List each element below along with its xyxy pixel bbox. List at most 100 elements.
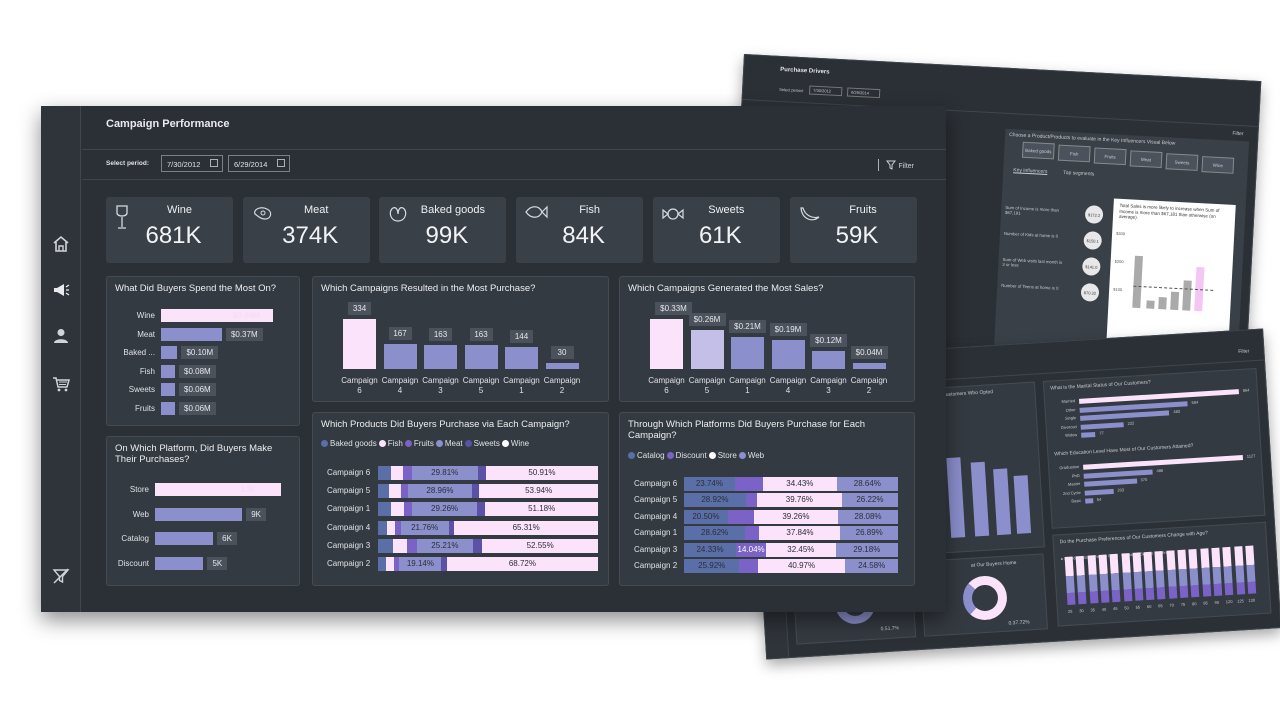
stacked-segment[interactable]	[745, 493, 757, 508]
bar[interactable]	[771, 340, 805, 369]
stacked-segment[interactable]: 39.26%	[753, 509, 838, 524]
stacked-segment[interactable]	[378, 484, 390, 499]
bar[interactable]	[161, 401, 175, 415]
bg-tab-top-segments[interactable]: Top segments	[1063, 169, 1095, 178]
bg-influencer-bubble[interactable]: $150.1	[1083, 231, 1103, 250]
stacked-segment[interactable]	[441, 557, 447, 571]
legend-item[interactable]: Catalog	[628, 451, 665, 460]
bar[interactable]	[852, 362, 886, 369]
legend-item[interactable]: Fish	[378, 439, 403, 448]
bar[interactable]	[155, 483, 281, 496]
user-icon[interactable]	[51, 326, 71, 346]
stacked-segment[interactable]: 29.26%	[412, 502, 477, 517]
stacked-segment[interactable]: 37.84%	[759, 526, 841, 541]
stacked-segment[interactable]	[386, 520, 396, 535]
bar[interactable]	[161, 346, 178, 359]
bg-bar[interactable]	[1084, 488, 1114, 496]
stacked-segment[interactable]	[727, 509, 754, 524]
stacked-segment[interactable]: 50.91%	[485, 466, 598, 480]
stacked-segment[interactable]	[400, 484, 409, 499]
legend-item[interactable]: Web	[738, 451, 764, 460]
bg-influencer-bubble[interactable]: $70.32	[1080, 282, 1100, 302]
stacked-segment[interactable]: 68.72%	[446, 557, 598, 571]
legend-item[interactable]: Sweets	[464, 439, 500, 448]
bar[interactable]	[690, 329, 724, 369]
stacked-segment[interactable]	[378, 557, 386, 571]
bg-age-bar[interactable]	[1188, 548, 1200, 598]
stacked-segment[interactable]	[476, 502, 486, 517]
bg-bar[interactable]	[1085, 498, 1094, 504]
stacked-segment[interactable]: 28.62%	[684, 526, 746, 541]
bar[interactable]	[383, 344, 417, 369]
legend-item[interactable]: Baked goods	[321, 439, 377, 448]
bg-bar[interactable]	[1080, 421, 1124, 430]
bg-product-button[interactable]: Meat	[1129, 150, 1163, 169]
stacked-segment[interactable]	[378, 502, 391, 517]
legend-item[interactable]: Wine	[501, 439, 529, 448]
bar[interactable]	[161, 383, 175, 396]
bg-bar[interactable]	[1080, 410, 1170, 421]
stacked-segment[interactable]: 24.58%	[845, 559, 898, 573]
bg-age-bar[interactable]	[1177, 549, 1189, 599]
stacked-segment[interactable]	[392, 538, 408, 553]
bg-date-to[interactable]: 6/29/2014	[846, 87, 881, 99]
stacked-segment[interactable]	[448, 520, 455, 535]
stacked-segment[interactable]: 34.43%	[763, 477, 837, 491]
date-to-input[interactable]: 6/29/2014	[228, 155, 290, 172]
stacked-segment[interactable]: 28.92%	[684, 493, 746, 508]
shopping-cart-icon[interactable]	[51, 374, 71, 394]
stacked-segment[interactable]	[395, 520, 401, 535]
stacked-segment[interactable]: 29.81%	[411, 466, 478, 480]
bg-filter-button[interactable]: Filter	[1232, 130, 1244, 138]
stacked-segment[interactable]: 20.50%	[684, 509, 728, 524]
bar[interactable]	[161, 364, 175, 378]
bg-age-bar[interactable]	[1233, 546, 1245, 595]
stacked-segment[interactable]: 29.18%	[835, 542, 898, 557]
stacked-segment[interactable]: 40.97%	[757, 559, 846, 573]
bg-influencer-bubble[interactable]: $141.0	[1081, 257, 1101, 276]
stacked-segment[interactable]	[472, 538, 483, 553]
bg2-filter-button[interactable]: Filter	[1238, 348, 1250, 356]
megaphone-icon[interactable]	[51, 280, 71, 300]
legend-item[interactable]: Meat	[435, 439, 463, 448]
stacked-segment[interactable]: 26.22%	[841, 493, 898, 508]
bg-influencer-bubble[interactable]: $172.2	[1084, 205, 1104, 225]
bar[interactable]	[343, 319, 376, 369]
stacked-segment[interactable]	[407, 538, 418, 553]
bg-product-button[interactable]: Wine	[1201, 156, 1235, 174]
stacked-segment[interactable]: 51.18%	[485, 502, 598, 517]
bg-age-bar[interactable]	[1222, 546, 1234, 596]
bar[interactable]	[464, 344, 498, 369]
stacked-segment[interactable]: 25.92%	[684, 559, 740, 573]
bg-product-button[interactable]: Baked goods	[1021, 141, 1055, 160]
stacked-segment[interactable]	[378, 466, 391, 480]
bg-age-bar[interactable]	[1245, 545, 1256, 594]
stacked-segment[interactable]: 26.89%	[840, 526, 898, 541]
stacked-segment[interactable]: 24.33%	[684, 542, 737, 557]
stacked-segment[interactable]	[389, 484, 401, 499]
bar[interactable]	[155, 556, 204, 570]
stacked-segment[interactable]: 28.64%	[836, 477, 898, 491]
stacked-segment[interactable]: 53.94%	[479, 484, 598, 499]
bar[interactable]	[161, 309, 273, 322]
bar[interactable]	[545, 363, 579, 369]
bg-product-button[interactable]: Sweets	[1165, 153, 1199, 171]
stacked-segment[interactable]: 14.04%	[736, 542, 767, 557]
bar[interactable]	[155, 532, 214, 545]
bg-bar[interactable]	[1081, 431, 1096, 438]
legend-item[interactable]: Fruits	[404, 439, 434, 448]
date-from-input[interactable]: 7/30/2012	[161, 155, 223, 172]
stacked-segment[interactable]	[734, 477, 764, 491]
stacked-segment[interactable]	[403, 466, 412, 480]
bg-bar[interactable]	[1084, 478, 1137, 487]
bar[interactable]	[731, 337, 764, 369]
stacked-segment[interactable]: 32.45%	[766, 542, 836, 557]
calendar-icon[interactable]	[277, 159, 285, 167]
legend-item[interactable]: Store	[708, 451, 737, 460]
bar[interactable]	[155, 507, 243, 521]
bg-age-bar[interactable]	[1211, 547, 1223, 596]
stacked-segment[interactable]	[403, 502, 413, 517]
stacked-segment[interactable]: 28.08%	[837, 509, 898, 524]
stacked-segment[interactable]: 39.76%	[756, 493, 842, 508]
stacked-segment[interactable]	[394, 557, 400, 571]
